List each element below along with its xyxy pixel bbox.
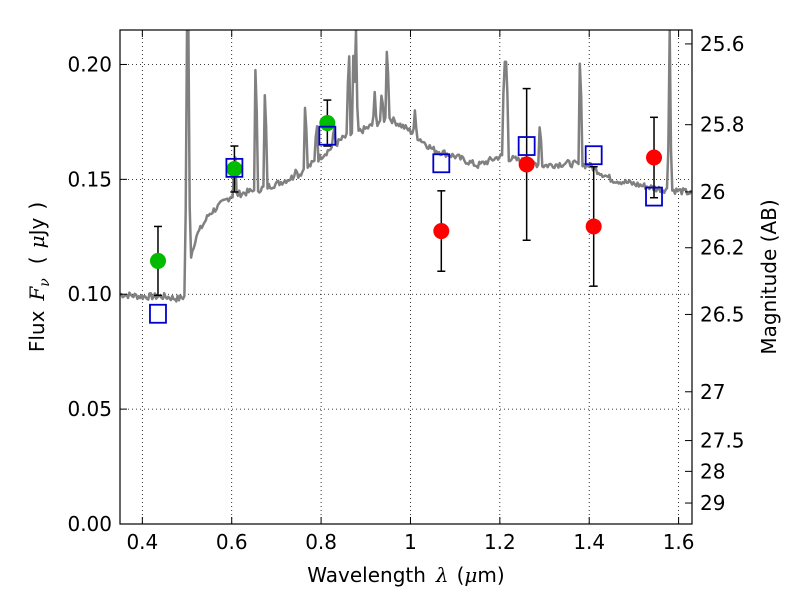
data-point-circle [226, 161, 243, 178]
data-point-square [432, 153, 451, 174]
y-axis-label-text: Flux [25, 310, 49, 352]
x-axis-label: Wavelength λ (μm) [307, 563, 504, 587]
data-point-square [149, 303, 167, 324]
data-point-square [584, 145, 603, 166]
y2-tick-label: 28 [700, 459, 725, 483]
data-point-square [225, 157, 244, 178]
y2-tick-label: 25.6 [700, 32, 745, 56]
x-tick-label: 0.6 [216, 530, 248, 554]
data-point-circle [433, 223, 450, 240]
grid-lines [120, 30, 692, 525]
x-axis-label-text: Wavelength [307, 563, 426, 587]
y-axis-label: Flux Fν ( μJy) [25, 202, 53, 352]
y-axis-F: F [25, 286, 49, 302]
y-axis-close: ) [25, 202, 49, 210]
axis-ticks: 0.4 0.6 0.8 1 1.2 1.4 1.6 0.00 0.05 0.10 0.15 0.20 2… [67, 30, 745, 554]
data-point-circle [518, 156, 535, 173]
y-tick-label: 0.05 [67, 397, 112, 421]
x-tick-label: 1.2 [484, 530, 516, 554]
y-axis-nu: ν [37, 278, 53, 287]
data-point-square [517, 136, 536, 156]
data-point-circle [149, 252, 166, 269]
x-tick-label: 0.8 [305, 530, 337, 554]
y-tick-label: 0.00 [67, 512, 112, 536]
data-point-square [318, 125, 337, 146]
x-axis-lambda: λ [435, 563, 449, 587]
y-axis-mu: μ [25, 235, 49, 248]
y-axis-open: ( [25, 256, 49, 264]
model-spectrum-line [120, 30, 692, 303]
data-markers [149, 87, 663, 324]
y2-tick-label: 25.8 [700, 113, 745, 137]
data-point-circle [646, 149, 663, 166]
x-axis-unit-mu: μ [464, 563, 477, 587]
y2-tick-label: 26.5 [700, 302, 745, 326]
y-tick-label: 0.20 [67, 52, 112, 76]
x-tick-label: 0.4 [126, 530, 158, 554]
y-tick-label: 0.10 [67, 282, 112, 306]
data-point-circle [585, 218, 602, 235]
y2-tick-label: 29 [700, 491, 725, 515]
y-axis-unit: Jy [25, 217, 49, 237]
data-point-circle [319, 115, 336, 132]
y2-axis-label: Magnitude (AB) [757, 199, 781, 354]
x-tick-label: 1.6 [663, 530, 695, 554]
y2-tick-label: 26 [700, 180, 725, 204]
data-point-square [645, 186, 663, 207]
x-axis-unit-open: ( [457, 563, 465, 587]
y2-tick-label: 27.5 [700, 429, 745, 453]
x-axis-unit-rest: m) [477, 563, 504, 587]
y-tick-label: 0.15 [67, 167, 112, 191]
plot-frame [119, 29, 693, 525]
y2-tick-label: 27 [700, 380, 725, 404]
y2-tick-label: 26.2 [700, 236, 745, 260]
x-tick-label: 1.4 [573, 530, 605, 554]
x-tick-label: 1 [404, 530, 417, 554]
